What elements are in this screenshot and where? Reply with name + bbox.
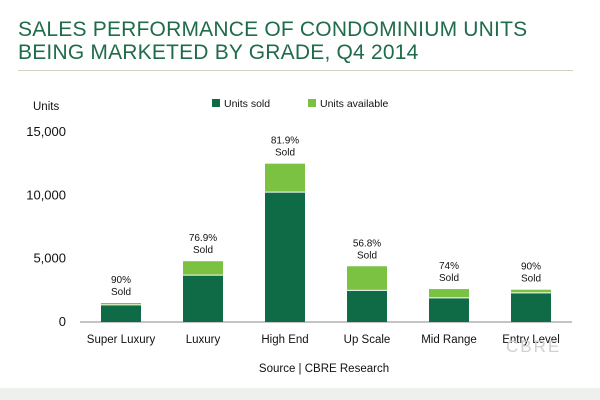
bar-units-sold [347,290,387,322]
x-tick-label: High End [261,334,308,346]
bar-units-sold [101,304,141,322]
sold-percent-label: 90% [111,275,131,286]
sold-percent-label: 81.9% [271,136,299,147]
sold-word-label: Sold [439,273,459,284]
chart-title: SALES PERFORMANCE OF CONDOMINIUM UNITS B… [18,18,578,64]
legend-swatch [308,99,316,107]
sold-percent-label: 56.8% [353,238,381,249]
watermark-logo: CBRE [506,337,561,356]
x-tick-label: Entry Level [502,334,560,346]
y-tick-label: 10,000 [26,187,66,202]
bar-units-sold [429,297,469,322]
title-divider [18,70,573,71]
bar-units-available [347,266,387,291]
sold-word-label: Sold [357,250,377,261]
sold-word-label: Sold [521,274,541,285]
source-note: Source | CBRE Research [259,363,389,375]
sold-percent-label: 90% [521,262,541,273]
bar-units-available [101,303,141,305]
sold-word-label: Sold [193,245,213,256]
sold-percent-label: 76.9% [189,233,217,244]
bar-units-available [265,163,305,193]
sold-percent-label: 74% [439,261,459,272]
x-tick-label: Super Luxury [87,334,156,346]
bar-units-sold [183,275,223,322]
x-tick-label: Luxury [186,334,221,346]
bar-units-available [429,289,469,298]
footer-band [0,388,600,400]
y-tick-label: 15,000 [26,124,66,139]
x-tick-label: Mid Range [421,334,477,346]
bar-units-sold [265,192,305,322]
chart-title-line-2: BEING MARKETED BY GRADE, Q4 2014 [18,41,419,64]
sold-word-label: Sold [275,148,295,159]
sold-word-label: Sold [111,287,131,298]
bar-units-sold [511,292,551,322]
y-tick-label: 0 [59,314,66,329]
x-tick-label: Up Scale [344,334,391,346]
legend-label: Units sold [224,98,270,110]
y-axis-label: Units [33,101,59,113]
bar-units-available [511,289,551,293]
legend-label: Units available [320,98,388,110]
y-tick-label: 5,000 [33,251,66,266]
chart-title-line-1: SALES PERFORMANCE OF CONDOMINIUM UNITS [18,18,528,41]
bar-units-available [183,261,223,276]
legend-swatch [212,99,220,107]
